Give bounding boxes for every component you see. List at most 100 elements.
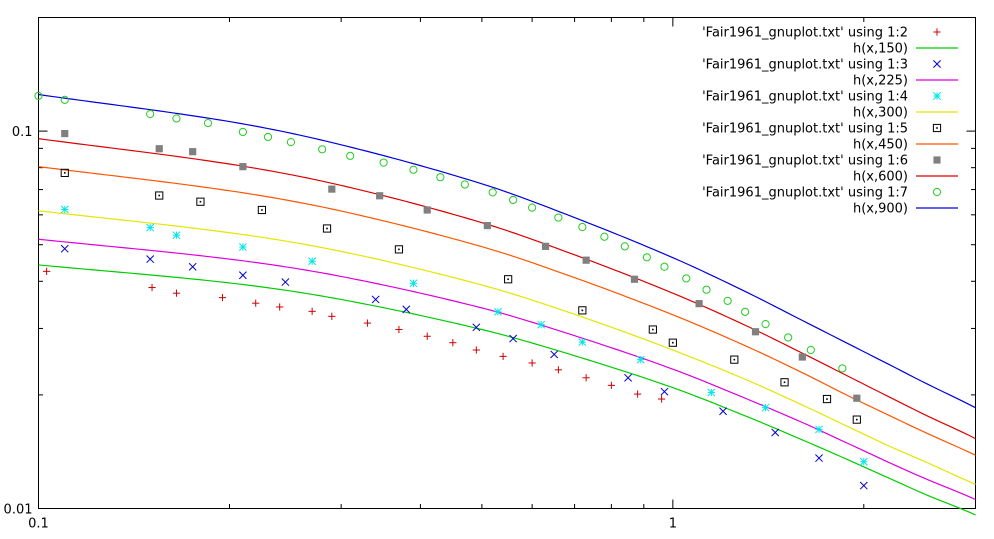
data-point <box>504 275 513 284</box>
data-point <box>394 245 404 254</box>
legend-label: h(x,900) <box>853 202 908 217</box>
data-point <box>238 271 247 280</box>
data-point <box>541 242 550 250</box>
x-tick-label: 1 <box>669 517 677 532</box>
data-point <box>218 294 227 302</box>
y-tick-label: 0.1 <box>12 125 33 140</box>
data-point <box>578 306 587 315</box>
legend-entry: h(x,150) <box>853 42 958 57</box>
data-point <box>34 91 43 100</box>
legend-marker-sample <box>932 187 942 197</box>
data-point <box>286 138 296 147</box>
data-point <box>493 307 502 316</box>
legend-entry: h(x,450) <box>853 138 958 153</box>
data-point <box>436 173 445 182</box>
legend-entry: h(x,900) <box>853 202 958 217</box>
data-point <box>449 339 457 347</box>
data-point <box>239 163 247 171</box>
legend-entry: h(x,300) <box>853 106 958 121</box>
data-point <box>308 307 316 315</box>
data-point <box>395 325 403 334</box>
data-point <box>308 257 317 266</box>
series-line <box>38 138 976 440</box>
legend-marker-sample <box>933 92 941 100</box>
data-point <box>172 231 181 240</box>
data-point <box>660 262 669 271</box>
legend-label: h(x,450) <box>853 138 908 153</box>
data-point <box>806 345 815 355</box>
legend-entry: 'Fair1961_gnuplot.txt' using 1:2 <box>702 26 941 41</box>
legend: 'Fair1961_gnuplot.txt' using 1:2h(x,150)… <box>702 26 958 217</box>
data-point <box>43 267 51 275</box>
data-point <box>60 244 69 253</box>
series-line <box>38 166 976 456</box>
data-point <box>155 145 163 153</box>
legend-marker-sample <box>933 60 941 68</box>
data-point <box>238 127 247 137</box>
data-point <box>719 407 728 416</box>
legend-label: 'Fair1961_gnuplot.txt' using 1:4 <box>702 90 908 105</box>
data-point <box>146 223 155 232</box>
data-point <box>509 334 518 343</box>
data-point <box>61 129 69 138</box>
data-point <box>707 388 716 397</box>
data-point <box>798 353 806 361</box>
data-point <box>328 312 336 320</box>
legend-label: h(x,150) <box>853 42 908 57</box>
data-point <box>423 332 431 340</box>
legend-label: h(x,600) <box>853 170 908 185</box>
legend-entry: h(x,600) <box>853 170 958 185</box>
data-point <box>784 333 793 342</box>
legend-label: 'Fair1961_gnuplot.txt' using 1:7 <box>702 186 908 201</box>
data-point <box>771 428 780 437</box>
data-point <box>263 132 273 142</box>
data-point <box>376 192 384 200</box>
data-point <box>379 158 388 167</box>
data-point <box>620 242 629 251</box>
data-point <box>203 119 213 128</box>
data-point <box>578 222 587 232</box>
data-point <box>60 205 69 214</box>
data-point <box>815 425 823 434</box>
data-point <box>751 328 760 336</box>
data-point <box>371 295 380 304</box>
data-point <box>668 338 677 347</box>
data-point <box>682 274 691 283</box>
legend-label: 'Fair1961_gnuplot.txt' using 1:3 <box>702 58 908 73</box>
x-tick-label: 0.1 <box>28 517 49 532</box>
data-point <box>780 378 789 387</box>
legend-label: 'Fair1961_gnuplot.txt' using 1:5 <box>702 122 908 137</box>
data-point <box>409 279 418 288</box>
legend-label: 'Fair1961_gnuplot.txt' using 1:6 <box>702 154 908 169</box>
data-point <box>488 188 497 197</box>
data-point <box>238 243 247 251</box>
data-point <box>172 289 181 297</box>
data-point <box>146 255 155 264</box>
data-point <box>148 283 156 292</box>
data-point <box>281 278 290 287</box>
data-point <box>528 203 537 212</box>
data-point <box>189 148 197 156</box>
series-line <box>38 264 976 516</box>
data-point <box>634 390 642 398</box>
data-point <box>252 299 260 307</box>
data-point <box>660 387 669 396</box>
data-point <box>607 381 615 389</box>
data-point <box>741 307 750 316</box>
data-point <box>472 346 480 354</box>
data-point <box>483 221 491 230</box>
data-point <box>60 168 69 177</box>
data-point <box>196 197 205 206</box>
legend-entry: 'Fair1961_gnuplot.txt' using 1:4 <box>702 90 941 105</box>
legend-label: h(x,300) <box>853 106 908 121</box>
data-point <box>537 320 546 329</box>
data-point <box>409 165 418 174</box>
data-point <box>630 275 639 283</box>
data-point <box>582 256 590 264</box>
legend-entry: h(x,225) <box>853 74 958 89</box>
data-point <box>852 415 861 424</box>
legend-marker-sample <box>932 123 942 133</box>
data-point <box>550 350 559 359</box>
data-point <box>642 253 651 262</box>
data-point <box>146 109 155 119</box>
